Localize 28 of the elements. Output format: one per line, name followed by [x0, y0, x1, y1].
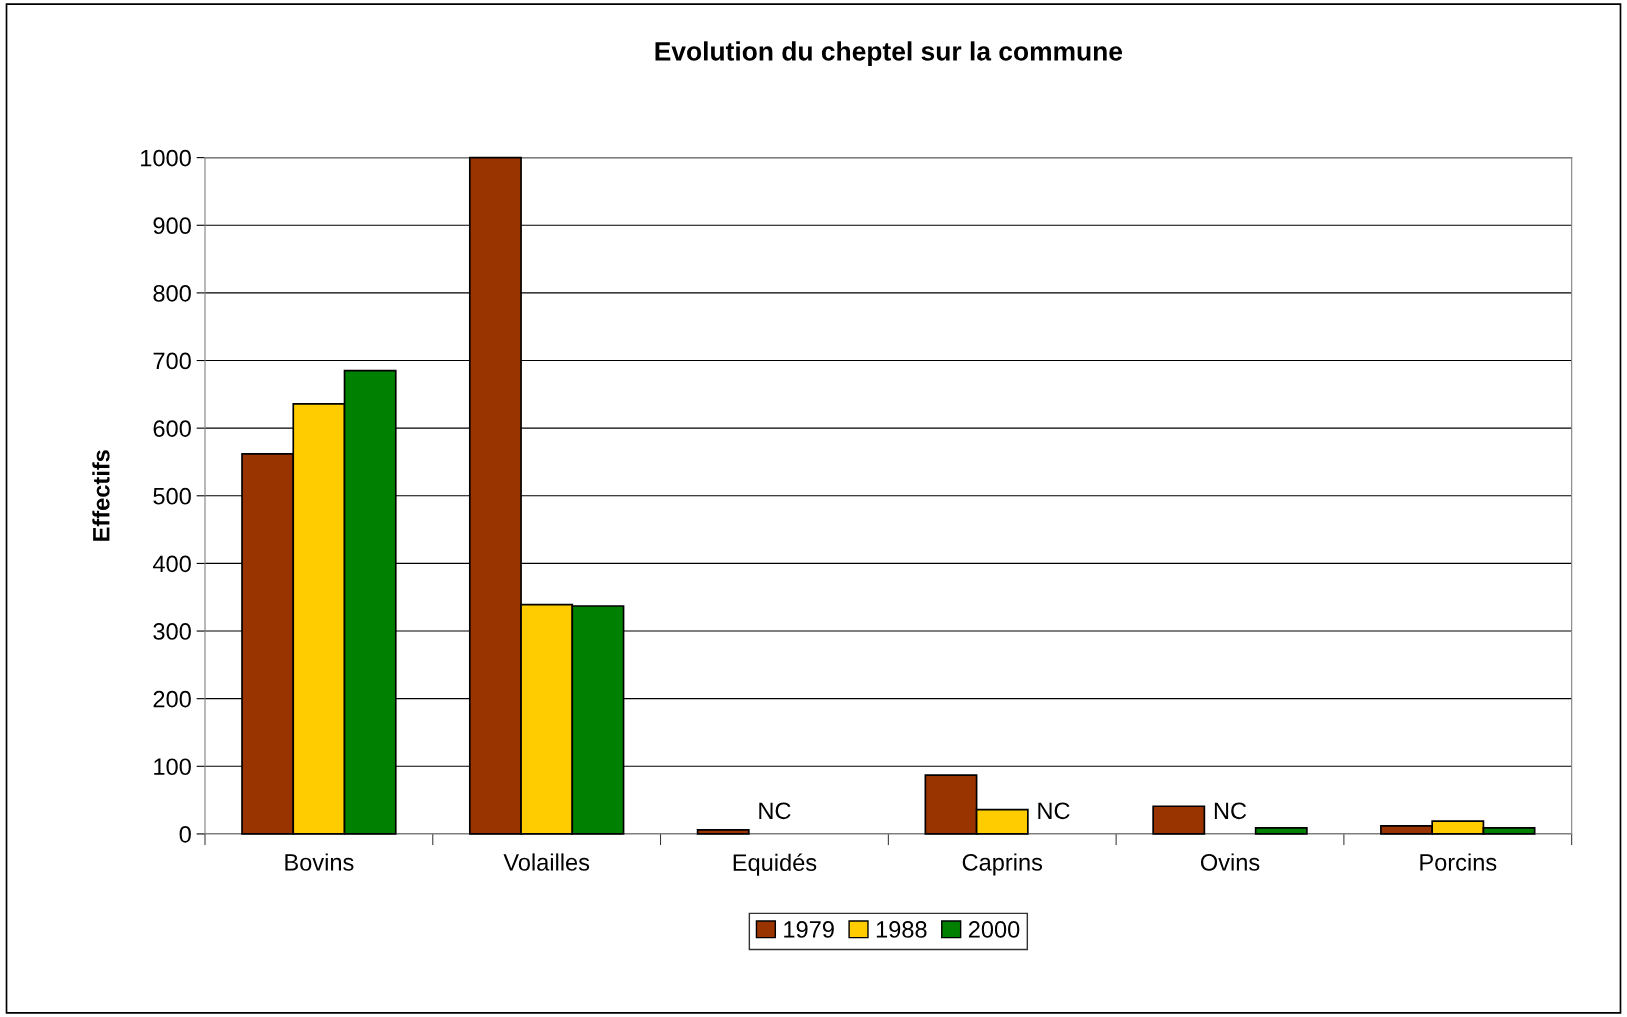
x-tick-label: Equidés — [733, 853, 817, 876]
bar — [696, 829, 750, 835]
text: NC — [1038, 802, 1070, 820]
text: NC — [759, 802, 791, 820]
y-tick-label: 500 — [153, 487, 191, 505]
legend-label: 1979 — [784, 921, 834, 938]
y-tick-label: 200 — [153, 690, 191, 708]
y-tick-label: 0 — [179, 826, 191, 843]
x-tick-label: Caprins — [962, 853, 1043, 876]
y-tick-label: 300 — [153, 623, 191, 640]
y-tick-label: 1000 — [141, 149, 191, 167]
legend-label: 2000 — [968, 921, 1020, 938]
x-tick-label: Bovins — [285, 853, 354, 871]
bar — [1152, 805, 1206, 835]
y-tick-label: 400 — [152, 555, 191, 573]
x-tick-label: Ovins — [1200, 853, 1260, 871]
y-tick-label: 600 — [153, 420, 191, 437]
text: NC — [1214, 802, 1247, 820]
y-tick-label: 700 — [153, 352, 191, 370]
y-tick-label: 100 — [154, 758, 191, 776]
legend-label: 1988 — [876, 921, 927, 938]
bar — [1254, 827, 1308, 835]
chart-title: Evolution du cheptel sur la commune — [655, 41, 1123, 66]
y-tick-label: 800 — [153, 284, 191, 302]
x-tick-label: Porcins — [1420, 853, 1497, 871]
y-axis-title: Effectifs — [92, 450, 110, 541]
x-tick-label: Volailles — [503, 853, 590, 871]
y-tick-label: 900 — [153, 217, 191, 235]
